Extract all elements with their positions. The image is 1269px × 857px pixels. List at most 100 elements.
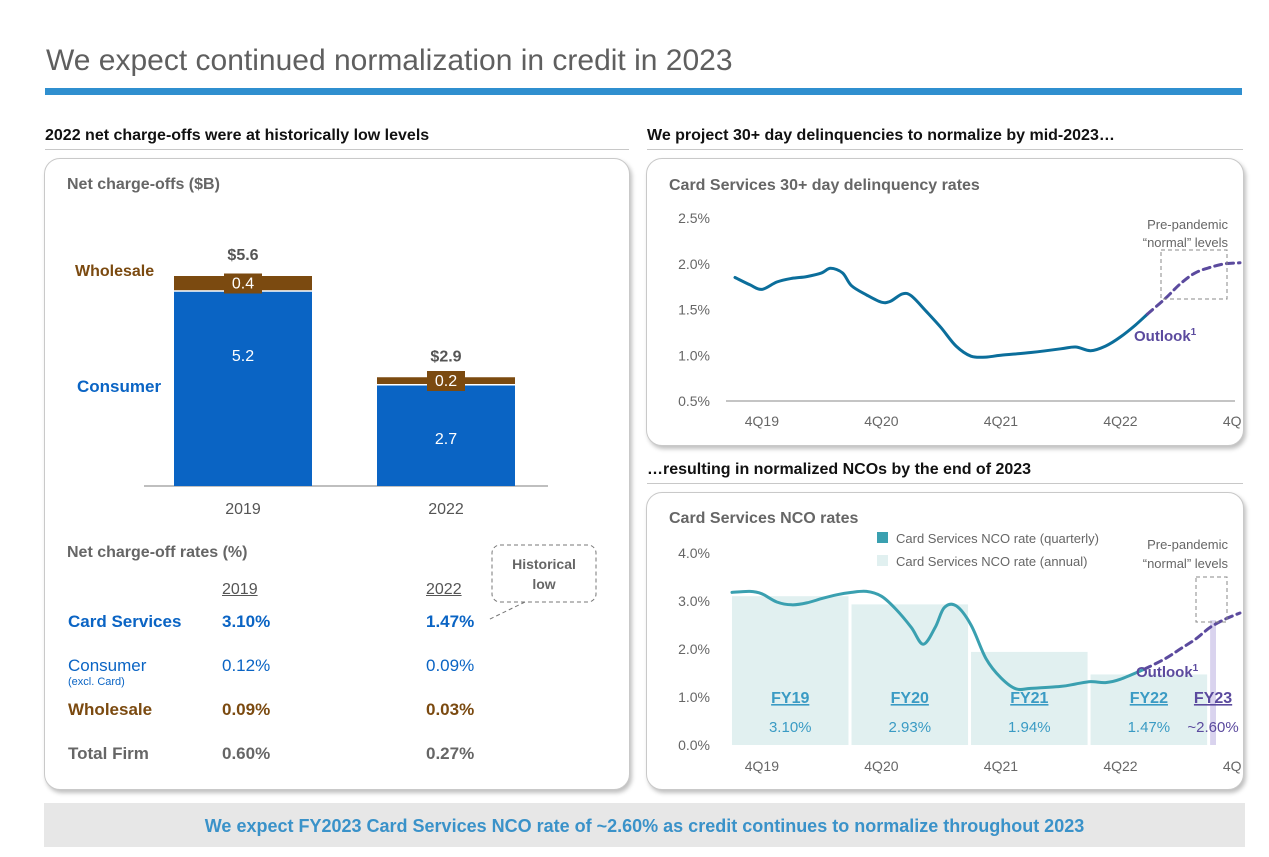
- rates-col-2022: 2022: [426, 581, 462, 598]
- outlook-text: Outlook: [1134, 328, 1191, 345]
- outlook-label: Outlook1: [1134, 327, 1197, 345]
- y-tick-label: 2.0%: [678, 256, 710, 272]
- wholesale-label-bg: [224, 273, 262, 294]
- legend-annual-label: Card Services NCO rate (annual): [896, 554, 1087, 569]
- annotation-line: “normal” levels: [1143, 235, 1229, 250]
- x-tick-label: 4Q21: [984, 758, 1018, 774]
- total-label: $2.9: [430, 348, 461, 365]
- outlook-sup: 1: [1193, 663, 1199, 674]
- normal-level-box: [1195, 576, 1228, 623]
- y-tick-label: 1.5%: [678, 302, 710, 318]
- rates-title: Net charge-off rates (%): [67, 544, 248, 561]
- rate-row-label: Wholesale: [68, 700, 153, 719]
- rate-value: 3.10%: [222, 612, 271, 631]
- legend-wholesale-label: Wholesale: [75, 263, 154, 280]
- right-top-section-rule: [647, 149, 1243, 150]
- wholesale-value-label: 0.4: [232, 276, 254, 293]
- category-label: 2019: [225, 501, 261, 518]
- rate-value: 0.09%: [222, 700, 271, 719]
- rate-value: 0.12%: [222, 656, 271, 675]
- quarterly-nco-line: [730, 589, 1146, 692]
- x-tick-label: 4Q19: [745, 413, 779, 429]
- annual-bar: [1090, 674, 1208, 745]
- normal-level-box: [1160, 249, 1228, 300]
- annotation-line: “normal” levels: [1143, 556, 1229, 571]
- conclusion-banner: We expect FY2023 Card Services NCO rate …: [44, 803, 1245, 847]
- rate-value: 0.60%: [222, 744, 271, 763]
- nco-bar-chart: 5.2 0.4 $5.6 2019 2.7 0.2 $2.9 2022 Wholesale C…: [75, 247, 548, 518]
- total-label: $5.6: [227, 247, 258, 264]
- outlook-text: Outlook: [1136, 664, 1193, 681]
- annual-bar-label: FY19: [771, 690, 809, 707]
- x-tick-label: 4Q23: [1223, 413, 1242, 429]
- callout-line: low: [532, 576, 555, 592]
- annual-outlook-bar: [1210, 620, 1216, 745]
- legend-quarterly-swatch: [877, 532, 888, 543]
- legend-annual-swatch: [877, 555, 888, 566]
- y-tick-label: 0.0%: [678, 737, 710, 753]
- annual-bar-value: ~2.60%: [1187, 719, 1238, 736]
- y-tick-label: 2.0%: [678, 641, 710, 657]
- legend-quarterly-label: Card Services NCO rate (quarterly): [896, 531, 1099, 546]
- x-tick-label: 4Q19: [745, 758, 779, 774]
- rate-value: 0.27%: [426, 744, 475, 763]
- category-label: 2022: [428, 501, 464, 518]
- annual-bar-value: 1.94%: [1008, 719, 1051, 736]
- outlook-sup: 1: [1191, 327, 1197, 338]
- legend-consumer-label: Consumer: [77, 377, 161, 396]
- annotation-line: Pre-pandemic: [1147, 217, 1228, 232]
- callout-pointer: [487, 601, 526, 621]
- consumer-value-label: 2.7: [435, 431, 457, 448]
- left-section-heading: 2022 net charge-offs were at historicall…: [45, 127, 430, 144]
- delinquency-series-line: [733, 266, 1149, 359]
- rate-row-label: Total Firm: [68, 744, 149, 763]
- nco-rate-chart-title: Card Services NCO rates: [669, 510, 859, 527]
- rate-value: 0.09%: [426, 656, 475, 675]
- consumer-bar: [174, 291, 312, 486]
- annual-bar: [731, 596, 849, 745]
- y-tick-label: 1.0%: [678, 689, 710, 705]
- nco-rate-chart: Card Services NCO rates Card Services NC…: [669, 510, 1242, 774]
- page-title: We expect continued normalization in cre…: [46, 44, 733, 77]
- nco-panel: [44, 158, 630, 790]
- y-tick-label: 0.5%: [678, 393, 710, 409]
- x-tick-label: 4Q20: [864, 758, 898, 774]
- y-tick-label: 3.0%: [678, 593, 710, 609]
- consumer-value-label: 5.2: [232, 348, 254, 365]
- rate-row-label: Consumer: [68, 656, 147, 675]
- right-bottom-section-heading: …resulting in normalized NCOs by the end…: [647, 461, 1032, 478]
- delinquency-chart-title: Card Services 30+ day delinquency rates: [669, 177, 980, 194]
- annotation-line: Pre-pandemic: [1147, 537, 1228, 552]
- rate-value: 1.47%: [426, 612, 475, 631]
- nco-chart-title: Net charge-offs ($B): [67, 176, 220, 193]
- right-bottom-section-rule: [647, 483, 1243, 484]
- x-tick-label: 4Q20: [864, 413, 898, 429]
- rate-value: 0.03%: [426, 700, 475, 719]
- consumer-bar: [377, 384, 515, 486]
- callout-line: Historical: [512, 556, 576, 572]
- x-tick-label: 4Q21: [984, 413, 1018, 429]
- annual-bar-value: 1.47%: [1128, 719, 1171, 736]
- y-tick-label: 2.5%: [678, 210, 710, 226]
- left-section-rule: [45, 149, 629, 150]
- annual-bar-value: 2.93%: [889, 719, 932, 736]
- historical-low-callout: Historical low: [487, 544, 597, 621]
- outlook-label: Outlook1: [1136, 663, 1199, 681]
- x-tick-label: 4Q22: [1103, 413, 1137, 429]
- rates-col-2019: 2019: [222, 581, 258, 598]
- annual-bar-label: FY20: [891, 690, 929, 707]
- outlook-series-line: [1142, 611, 1242, 671]
- y-tick-label: 4.0%: [678, 545, 710, 561]
- x-tick-label: 4Q23: [1223, 758, 1242, 774]
- delinquency-panel: [646, 158, 1244, 446]
- x-tick-label: 4Q22: [1103, 758, 1137, 774]
- right-top-section-heading: We project 30+ day delinquencies to norm…: [647, 127, 1115, 144]
- wholesale-label-bg: [427, 371, 465, 391]
- annual-bar-value: 3.10%: [769, 719, 812, 736]
- annual-bar-label: FY21: [1010, 690, 1048, 707]
- delinquency-line-chart: Card Services 30+ day delinquency rates …: [669, 177, 1242, 429]
- rate-row-sublabel: (excl. Card): [68, 676, 125, 688]
- annual-bar-label: FY22: [1130, 690, 1168, 707]
- annual-bar-label: FY23: [1194, 690, 1232, 707]
- wholesale-value-label: 0.2: [435, 373, 457, 390]
